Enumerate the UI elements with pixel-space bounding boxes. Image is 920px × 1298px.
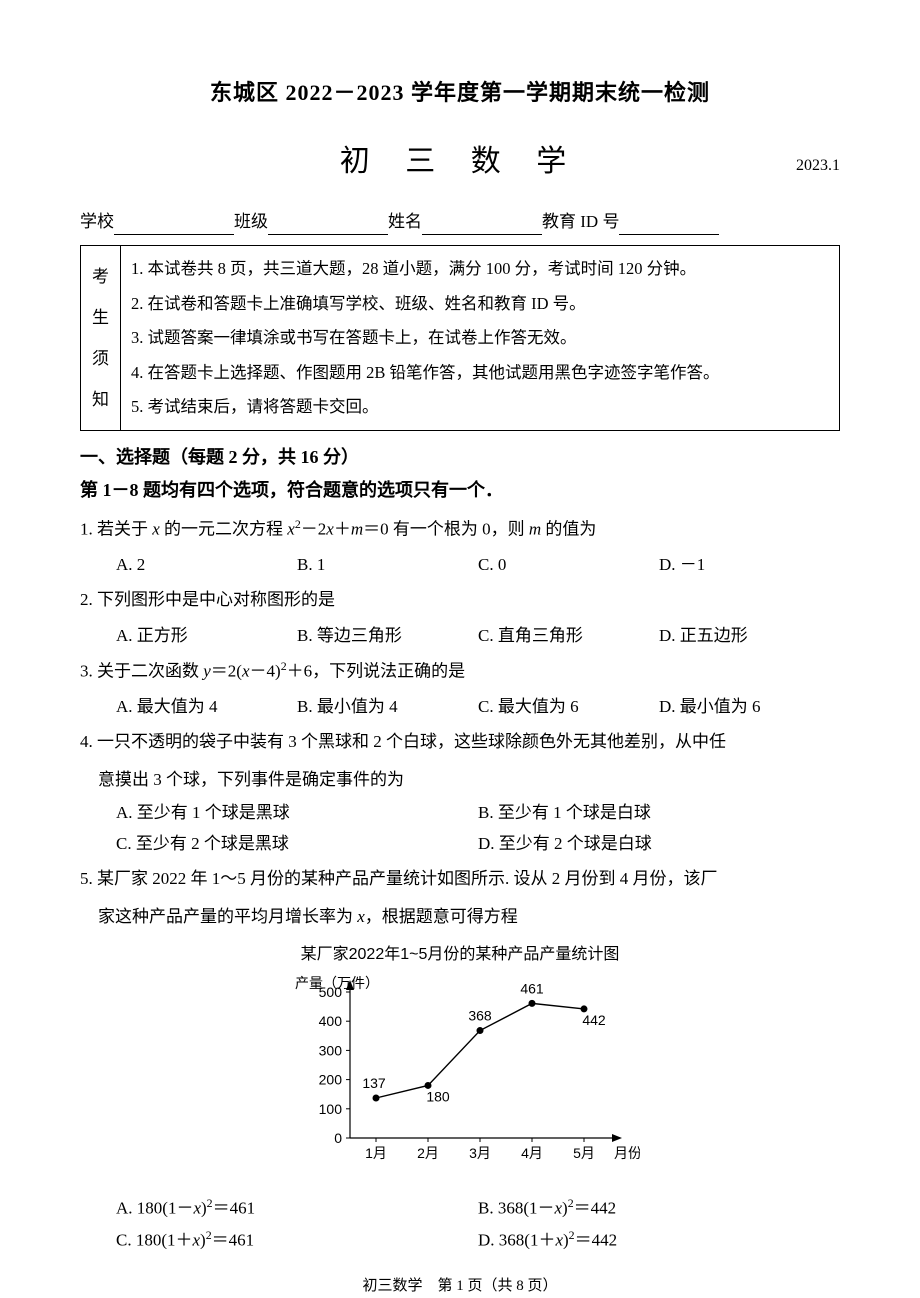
option-c: C. 至少有 2 个球是黑球 <box>116 830 478 857</box>
id-blank <box>619 217 719 235</box>
svg-text:2月: 2月 <box>417 1145 439 1161</box>
subject-row: 初 三 数 学 2023.1 <box>80 138 840 178</box>
notice-side-label: 考 生 须 知 <box>81 246 121 430</box>
svg-text:180: 180 <box>426 1088 450 1104</box>
section-subtitle: 第 1－8 题均有四个选项，符合题意的选项只有一个． <box>80 476 840 505</box>
option-d: D. 368(1＋x)2＝442 <box>478 1226 840 1254</box>
option-d: D. －1 <box>659 551 840 578</box>
option-b: B. 1 <box>297 551 478 578</box>
id-field: 教育 ID 号 <box>542 208 719 235</box>
option-d: D. 正五边形 <box>659 622 840 649</box>
chart-title: 某厂家2022年1~5月份的某种产品产量统计图 <box>80 942 840 968</box>
q4-options-row2: C. 至少有 2 个球是黑球 D. 至少有 2 个球是白球 <box>80 830 840 857</box>
notice-box: 考 生 须 知 1. 本试卷共 8 页，共三道大题，28 道小题，满分 100 … <box>80 245 840 431</box>
notice-side-0: 考 <box>92 263 109 290</box>
notice-side-3: 知 <box>92 386 109 413</box>
q2-options: A. 正方形 B. 等边三角形 C. 直角三角形 D. 正五边形 <box>80 622 840 649</box>
option-a: A. 正方形 <box>116 622 297 649</box>
section-title: 一、选择题（每题 2 分，共 16 分） <box>80 443 840 472</box>
subject-title: 初 三 数 学 <box>80 138 840 186</box>
question-3: 3. 关于二次函数 y＝2(x－4)2＋6，下列说法正确的是 <box>80 655 840 687</box>
svg-text:5月: 5月 <box>573 1145 595 1161</box>
q3-options: A. 最大值为 4 B. 最小值为 4 C. 最大值为 6 D. 最小值为 6 <box>80 693 840 720</box>
svg-text:月份: 月份 <box>614 1145 640 1161</box>
svg-text:137: 137 <box>362 1075 386 1091</box>
svg-text:368: 368 <box>468 1007 492 1023</box>
line-chart: 产量（万件）01002003004005001月2月3月4月5月月份137180… <box>280 972 640 1172</box>
svg-text:3月: 3月 <box>469 1145 491 1161</box>
svg-text:500: 500 <box>319 984 343 1000</box>
notice-item: 1. 本试卷共 8 页，共三道大题，28 道小题，满分 100 分，考试时间 1… <box>131 252 829 286</box>
q5-options-row2: C. 180(1＋x)2＝461 D. 368(1＋x)2＝442 <box>80 1226 840 1254</box>
svg-text:1月: 1月 <box>365 1145 387 1161</box>
svg-text:0: 0 <box>334 1130 342 1146</box>
name-blank <box>422 217 542 235</box>
name-field: 姓名 <box>388 208 542 235</box>
svg-text:300: 300 <box>319 1042 343 1058</box>
option-b: B. 至少有 1 个球是白球 <box>478 799 840 826</box>
question-4-cont: 意摸出 3 个球，下列事件是确定事件的为 <box>80 764 840 795</box>
option-b: B. 最小值为 4 <box>297 693 478 720</box>
question-2: 2. 下列图形中是中心对称图形的是 <box>80 584 840 615</box>
notice-item: 2. 在试卷和答题卡上准确填写学校、班级、姓名和教育 ID 号。 <box>131 287 829 321</box>
notice-list: 1. 本试卷共 8 页，共三道大题，28 道小题，满分 100 分，考试时间 1… <box>121 246 839 430</box>
svg-text:100: 100 <box>319 1101 343 1117</box>
notice-side-2: 须 <box>92 345 109 372</box>
option-b: B. 等边三角形 <box>297 622 478 649</box>
option-c: C. 180(1＋x)2＝461 <box>116 1226 478 1254</box>
class-blank <box>268 217 388 235</box>
svg-text:400: 400 <box>319 1013 343 1029</box>
chart-container: 某厂家2022年1~5月份的某种产品产量统计图 产量（万件）0100200300… <box>80 942 840 1180</box>
svg-text:200: 200 <box>319 1071 343 1087</box>
option-b: B. 368(1－x)2＝442 <box>478 1194 840 1222</box>
svg-text:4月: 4月 <box>521 1145 543 1161</box>
option-c: C. 最大值为 6 <box>478 693 659 720</box>
option-c: C. 直角三角形 <box>478 622 659 649</box>
school-label: 学校 <box>80 208 114 235</box>
option-c: C. 0 <box>478 551 659 578</box>
question-5-cont: 家这种产品产量的平均月增长率为 x，根据题意可得方程 <box>80 901 840 932</box>
question-1: 1. 若关于 x 的一元二次方程 x2－2x＋m＝0 有一个根为 0，则 m 的… <box>80 513 840 545</box>
option-a: A. 2 <box>116 551 297 578</box>
student-info-row: 学校 班级 姓名 教育 ID 号 <box>80 208 840 235</box>
option-a: A. 至少有 1 个球是黑球 <box>116 799 478 826</box>
option-d: D. 最小值为 6 <box>659 693 840 720</box>
notice-item: 3. 试题答案一律填涂或书写在答题卡上，在试卷上作答无效。 <box>131 321 829 355</box>
notice-side-1: 生 <box>92 304 109 331</box>
question-4: 4. 一只不透明的袋子中装有 3 个黑球和 2 个白球，这些球除颜色外无其他差别… <box>80 726 840 757</box>
svg-text:461: 461 <box>520 980 544 996</box>
option-a: A. 最大值为 4 <box>116 693 297 720</box>
exam-date: 2023.1 <box>796 153 840 179</box>
school-blank <box>114 217 234 235</box>
class-label: 班级 <box>234 208 268 235</box>
exam-title: 东城区 2022－2023 学年度第一学期期末统一检测 <box>80 75 840 110</box>
notice-item: 5. 考试结束后，请将答题卡交回。 <box>131 390 829 424</box>
option-a: A. 180(1－x)2＝461 <box>116 1194 478 1222</box>
page-footer: 初三数学 第 1 页（共 8 页） <box>80 1274 840 1298</box>
q5-options-row1: A. 180(1－x)2＝461 B. 368(1－x)2＝442 <box>80 1194 840 1222</box>
id-label: 教育 ID 号 <box>542 208 619 235</box>
option-d: D. 至少有 2 个球是白球 <box>478 830 840 857</box>
notice-item: 4. 在答题卡上选择题、作图题用 2B 铅笔作答，其他试题用黑色字迹签字笔作答。 <box>131 356 829 390</box>
question-5: 5. 某厂家 2022 年 1～5 月份的某种产品产量统计如图所示. 设从 2 … <box>80 863 840 894</box>
q4-options-row1: A. 至少有 1 个球是黑球 B. 至少有 1 个球是白球 <box>80 799 840 826</box>
svg-text:442: 442 <box>582 1012 606 1028</box>
q1-options: A. 2 B. 1 C. 0 D. －1 <box>80 551 840 578</box>
school-field: 学校 <box>80 208 234 235</box>
name-label: 姓名 <box>388 208 422 235</box>
class-field: 班级 <box>234 208 388 235</box>
